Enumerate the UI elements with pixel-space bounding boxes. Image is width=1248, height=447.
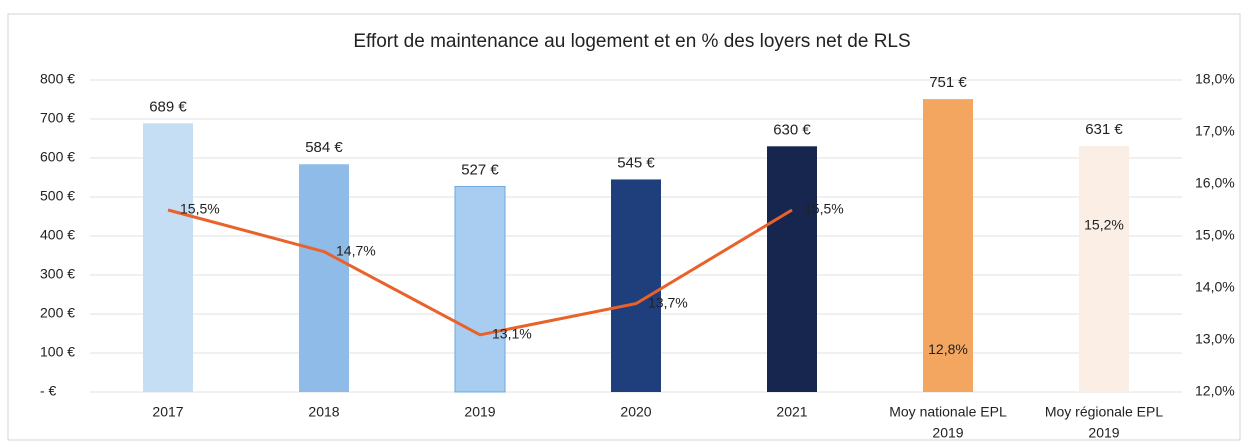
bar-label: 545 € — [617, 154, 655, 171]
bar-label: 689 € — [149, 98, 187, 115]
y-tick-label: 800 € — [40, 71, 75, 87]
y2-tick-label: 13,0% — [1195, 331, 1235, 347]
x-tick-label: 2021 — [776, 404, 807, 420]
bar-label: 584 € — [305, 139, 343, 156]
x-tick-label: Moy régionale EPL — [1045, 404, 1164, 420]
line-label: 12,8% — [928, 341, 968, 357]
y2-tick-label: 15,0% — [1195, 227, 1235, 243]
line-label: 15,5% — [804, 201, 844, 217]
y2-tick-label: 16,0% — [1195, 175, 1235, 191]
bar — [454, 185, 506, 393]
bar — [299, 164, 349, 392]
bar-label: 751 € — [929, 74, 967, 91]
line-label: 15,5% — [180, 201, 220, 217]
x-tick-label: Moy nationale EPL — [889, 404, 1007, 420]
x-tick-label: 2019 — [1088, 425, 1119, 441]
x-tick-label: 2019 — [464, 404, 495, 420]
y-tick-label: 300 € — [40, 266, 75, 282]
x-tick-label: 2019 — [932, 425, 963, 441]
line-label: 13,7% — [648, 294, 688, 310]
bar-label: 527 € — [461, 161, 499, 178]
y-tick-label: 100 € — [40, 344, 75, 360]
line-label: 13,1% — [492, 326, 532, 342]
y-tick-label: 600 € — [40, 149, 75, 165]
x-tick-label: 2018 — [308, 404, 339, 420]
y-tick-label: 400 € — [40, 227, 75, 243]
line-label: 14,7% — [336, 242, 376, 258]
bar — [611, 179, 661, 392]
chart-frame — [7, 13, 1241, 441]
bar — [923, 99, 973, 393]
y-tick-label: - € — [40, 383, 57, 399]
line-label: 15,2% — [1084, 216, 1124, 232]
line — [167, 208, 793, 337]
x-tick-label: 2017 — [152, 404, 183, 420]
y-tick-label: 700 € — [40, 110, 75, 126]
y-tick-label: 200 € — [40, 305, 75, 321]
bar-label: 631 € — [1085, 121, 1123, 138]
y2-tick-label: 12,0% — [1195, 383, 1235, 399]
bar — [143, 123, 193, 392]
bar — [1079, 145, 1129, 392]
y2-tick-label: 14,0% — [1195, 279, 1235, 295]
y2-tick-label: 17,0% — [1195, 123, 1235, 139]
chart-title: Effort de maintenance au logement et en … — [353, 31, 910, 52]
bar-label: 630 € — [773, 121, 811, 138]
y2-tick-label: 18,0% — [1195, 71, 1235, 87]
y-tick-label: 500 € — [40, 188, 75, 204]
bar — [767, 146, 817, 392]
x-tick-label: 2020 — [620, 404, 651, 420]
